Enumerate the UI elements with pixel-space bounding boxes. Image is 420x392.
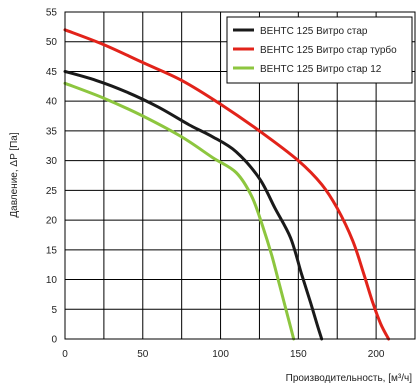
x-tick-label: 200: [368, 349, 385, 360]
legend-label-3: ВЕНТС 125 Витро стар 12: [260, 64, 382, 75]
series-line-2: [63, 28, 391, 341]
legend-label-2: ВЕНТС 125 Витро стар турбо: [260, 44, 397, 56]
y-tick-label: 5: [51, 305, 57, 316]
y-axis-title: Давление, ΔP [Па]: [9, 132, 20, 218]
plot-frame: [64, 11, 416, 340]
y-tick-label: 45: [46, 67, 58, 78]
y-tick-label: 35: [46, 126, 58, 137]
x-tick-label: 100: [212, 349, 229, 360]
series-line-1: [63, 70, 324, 341]
x-tick-label: 150: [290, 349, 307, 360]
legend-box: [226, 16, 413, 84]
y-tick-label: 55: [46, 8, 58, 19]
series-lines: [63, 28, 391, 341]
y-tick-label: 40: [46, 97, 58, 108]
series-line-3: [63, 81, 296, 341]
tick-labels: 0 5 10 15 20 25 30 35 40 45 50 55 0 50 100 150 200: [46, 8, 385, 361]
y-tick-label: 30: [46, 156, 58, 167]
x-axis-title: Производительность, [м³/ч]: [286, 373, 413, 384]
y-tick-label: 10: [46, 275, 58, 286]
x-tick-label: 50: [137, 349, 149, 360]
legend: ВЕНТС 125 Витро стар ВЕНТС 125 Витро ста…: [226, 16, 413, 84]
y-tick-label: 20: [46, 216, 58, 227]
y-tick-label: 15: [46, 245, 58, 256]
y-tick-label: 0: [51, 335, 57, 346]
y-tick-label: 25: [46, 186, 58, 197]
y-tick-label: 50: [46, 37, 58, 48]
legend-label-1: ВЕНТС 125 Витро стар: [260, 26, 368, 37]
x-tick-label: 0: [62, 349, 68, 360]
